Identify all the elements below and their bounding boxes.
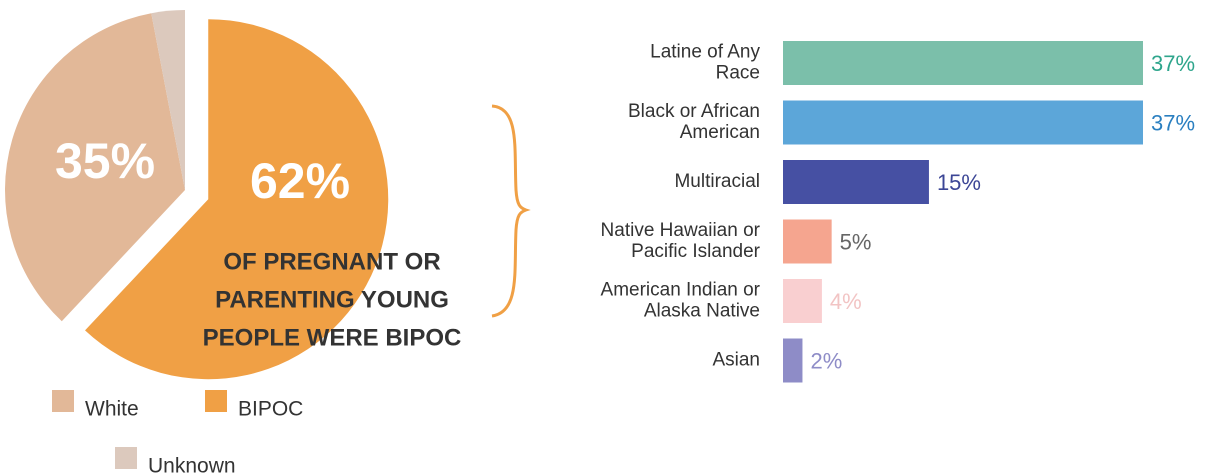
pie-slice	[151, 10, 185, 190]
category-label: Latine of Any	[650, 42, 760, 63]
category-label: Asian	[712, 350, 760, 371]
legend-swatch	[205, 390, 227, 412]
annotation: PARENTING YOUNG	[215, 286, 449, 313]
bar	[783, 41, 1143, 85]
bar	[783, 100, 1143, 145]
bar	[783, 279, 822, 323]
brace	[491, 104, 531, 318]
value-label: 2%	[810, 348, 842, 373]
legend-label: Unknown	[148, 455, 236, 474]
category-label: American	[680, 122, 760, 143]
annotation: PEOPLE WERE BIPOC	[203, 324, 462, 351]
category-label: American Indian or	[601, 280, 761, 301]
legend-swatch	[52, 390, 74, 412]
category-label: Race	[716, 63, 760, 84]
pie-slice	[5, 13, 186, 322]
value-label: 37%	[1151, 110, 1195, 135]
slice-label: 35%	[55, 133, 155, 189]
bar	[783, 160, 929, 204]
category-label: Native Hawaiian or	[601, 220, 761, 241]
legend-label: BIPOC	[238, 398, 303, 421]
bar	[783, 338, 803, 383]
legend-label: White	[85, 398, 139, 421]
legend-swatch	[115, 447, 137, 469]
slice-label: 62%	[250, 153, 350, 209]
bar	[783, 219, 832, 264]
category-label: Alaska Native	[644, 301, 760, 322]
category-label: Black or African	[628, 101, 760, 122]
value-label: 37%	[1151, 51, 1195, 76]
pie-slice	[85, 19, 389, 380]
category-label: Multiracial	[674, 171, 760, 192]
value-label: 4%	[830, 289, 862, 314]
value-label: 5%	[840, 229, 872, 254]
category-label: Pacific Islander	[631, 241, 761, 262]
annotation: OF PREGNANT OR	[223, 248, 440, 275]
value-label: 15%	[937, 170, 981, 195]
